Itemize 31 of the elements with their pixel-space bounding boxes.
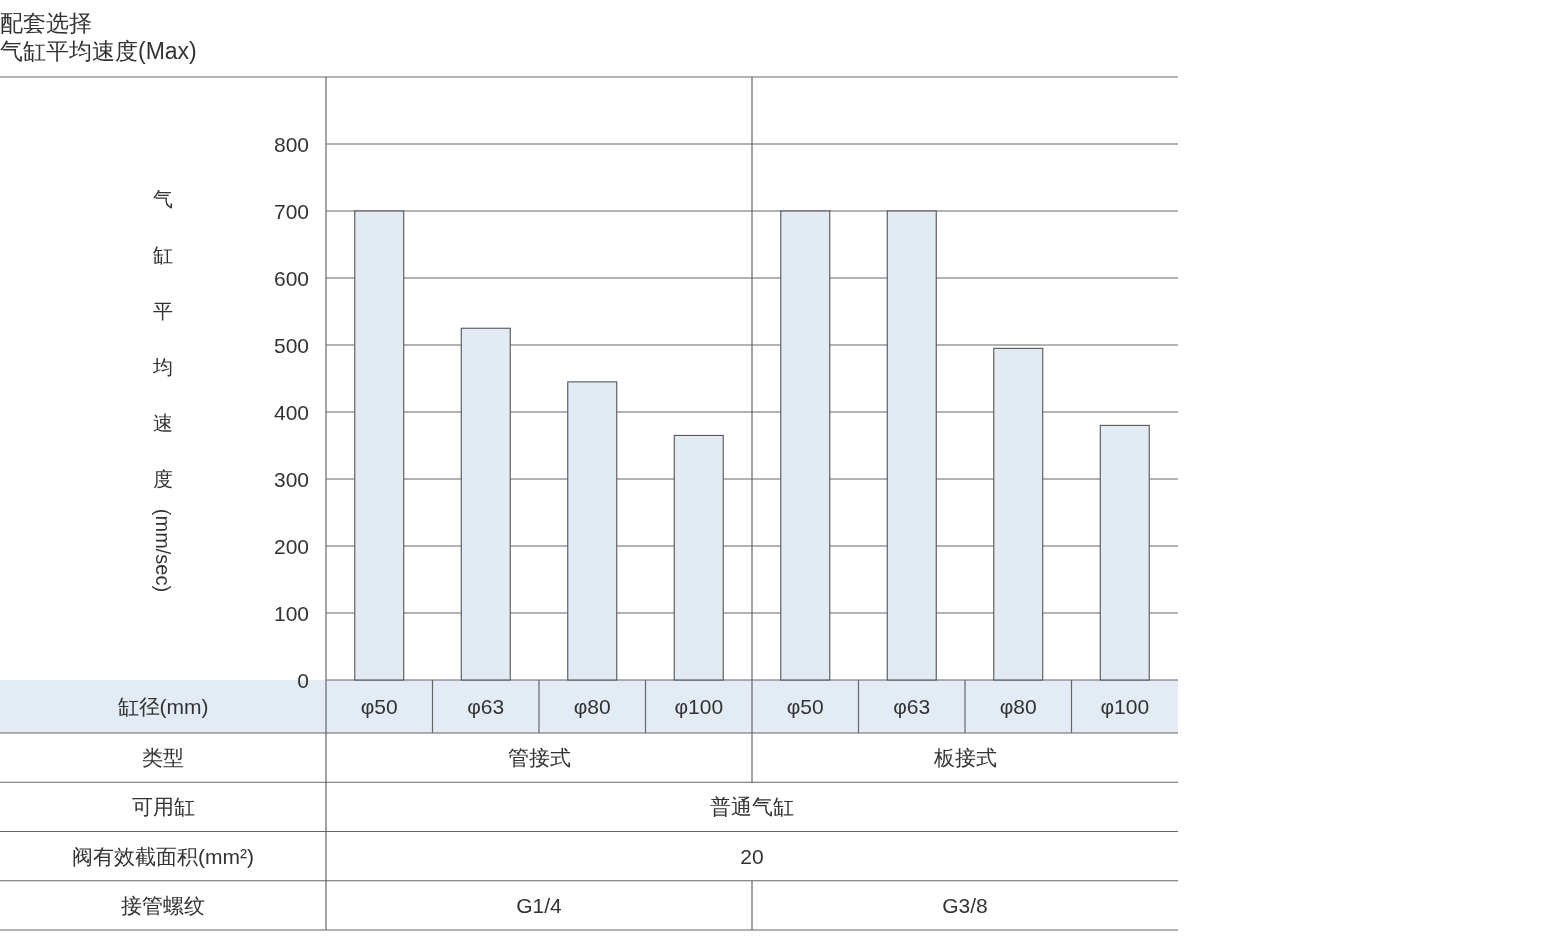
x-tick-label: φ100 bbox=[674, 695, 724, 718]
row-label: 阀有效截面积(mm²) bbox=[72, 844, 254, 868]
y-tick-label: 700 bbox=[273, 199, 309, 223]
cell: G3/8 bbox=[942, 893, 988, 917]
cell: 板接式 bbox=[933, 746, 997, 770]
cell: 20 bbox=[740, 844, 764, 868]
cell: G1/4 bbox=[516, 893, 562, 917]
y-tick-label: 400 bbox=[273, 400, 309, 424]
cell: 普通气缸 bbox=[710, 795, 794, 819]
ylabel: 气缸平均速度(mm/sec) bbox=[152, 187, 174, 593]
x-tick-label: φ80 bbox=[573, 695, 611, 718]
y-tick-label: 300 bbox=[273, 467, 309, 491]
y-tick-label: 800 bbox=[273, 132, 309, 156]
y-tick-label: 200 bbox=[273, 534, 309, 558]
y-tick-label: 0 bbox=[297, 668, 309, 692]
row-label: 接管螺纹 bbox=[121, 893, 205, 917]
x-tick-label: φ50 bbox=[786, 695, 824, 718]
x-tick-label: φ63 bbox=[467, 695, 505, 718]
row-label: 可用缸 bbox=[131, 795, 195, 819]
y-tick-label: 600 bbox=[273, 266, 309, 290]
cell: 管接式 bbox=[507, 746, 571, 770]
x-tick-label: φ63 bbox=[893, 695, 931, 718]
x-tick-label: φ50 bbox=[360, 695, 398, 718]
x-tick-label: φ80 bbox=[999, 695, 1037, 718]
row-label: 类型 bbox=[142, 746, 184, 770]
y-tick-label: 100 bbox=[273, 601, 309, 625]
xlabel: 缸径(mm) bbox=[117, 695, 209, 718]
x-tick-label: φ100 bbox=[1100, 695, 1150, 718]
title: 配套选择 bbox=[0, 10, 92, 36]
y-tick-label: 500 bbox=[273, 333, 309, 357]
subtitle: 气缸平均速度(Max) bbox=[0, 38, 197, 64]
